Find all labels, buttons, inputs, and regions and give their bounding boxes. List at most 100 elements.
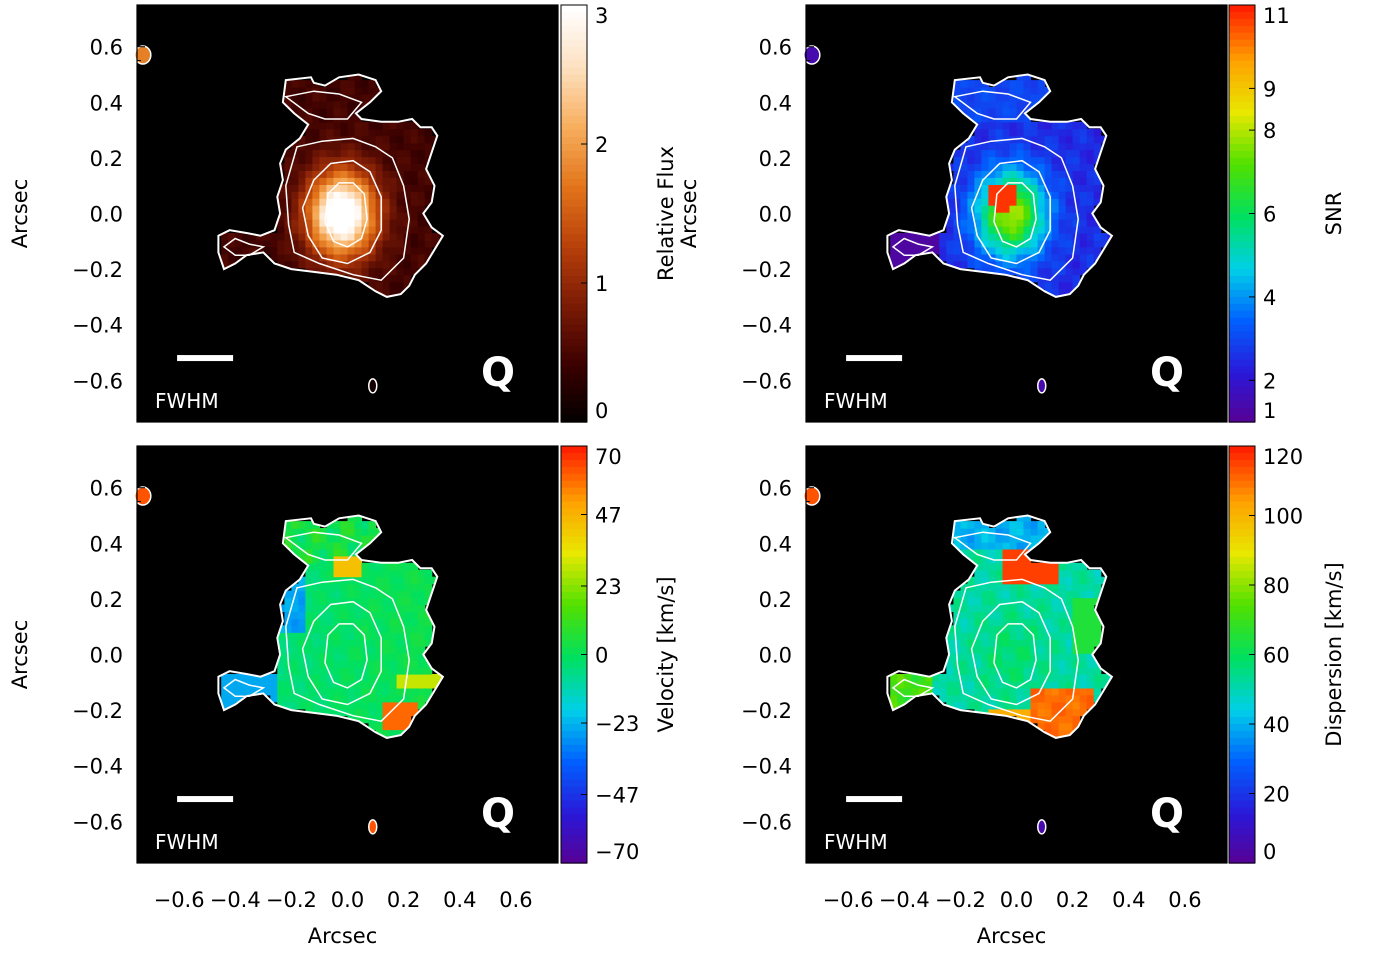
map-pixel — [382, 260, 391, 269]
colorbar-segment — [561, 800, 587, 809]
map-pixel — [1030, 521, 1039, 529]
map-pixel — [368, 226, 377, 234]
flux-contour — [891, 678, 935, 697]
map-pixel — [967, 625, 975, 633]
map-pixel — [946, 694, 954, 703]
y-axis-title: Arcsec — [8, 179, 32, 249]
flux-contour — [285, 137, 410, 282]
map-pixel — [291, 80, 299, 88]
map-pixel — [1086, 170, 1095, 178]
map-pixel — [1079, 569, 1088, 578]
map-pixel — [389, 135, 398, 144]
map-pixel — [333, 226, 342, 234]
map-pixel — [235, 233, 243, 241]
colorbar-segment — [1229, 394, 1255, 402]
map-pixel — [228, 687, 236, 696]
map-pixel — [960, 639, 968, 647]
map-pixel — [312, 687, 320, 696]
y-tick-label: 0.4 — [90, 532, 123, 556]
map-pixel — [382, 583, 391, 592]
colorbar-segment — [561, 619, 587, 628]
map-pixel — [1051, 212, 1060, 220]
map-pixel — [1072, 660, 1081, 668]
fwhm-bar — [177, 355, 234, 362]
map-pixel — [347, 680, 356, 689]
map-pixel — [396, 212, 405, 220]
map-pixel — [305, 555, 313, 564]
colorbar-segment — [561, 529, 587, 538]
map-pixel — [995, 128, 1004, 137]
map-pixel — [1002, 212, 1011, 220]
map-pixel — [932, 687, 940, 696]
flux-contour — [222, 678, 266, 697]
map-pixel — [995, 107, 1004, 116]
map-pixel — [319, 541, 327, 550]
colorbar-segment — [1229, 703, 1255, 711]
map-pixel — [1072, 191, 1081, 199]
map-pixel — [298, 660, 306, 668]
map-pixel — [1009, 177, 1018, 185]
map-pixel — [1030, 562, 1039, 571]
map-pixel — [1065, 226, 1074, 234]
map-pixel — [417, 687, 426, 696]
map-pixel — [361, 128, 370, 137]
map-pixel — [326, 541, 335, 550]
map-pixel — [382, 184, 391, 192]
map-pixel — [1030, 597, 1039, 606]
map-pixel — [995, 184, 1004, 192]
map-pixel — [396, 246, 405, 255]
map-pixel — [967, 694, 975, 703]
colorbar-segment — [1229, 842, 1255, 850]
map-pixel — [1065, 281, 1074, 290]
colorbar-segment — [1229, 206, 1255, 215]
map-pixel — [375, 128, 384, 137]
map-pixel — [298, 674, 306, 682]
map-pixel — [1023, 135, 1032, 144]
colorbar-segment — [561, 109, 587, 117]
map-pixel — [312, 611, 320, 619]
map-pixel — [403, 184, 412, 192]
map-pixel — [1093, 246, 1102, 255]
colorbar-segment — [561, 647, 587, 656]
map-pixel — [382, 226, 391, 234]
map-pixel — [1072, 632, 1081, 640]
map-pixel — [1051, 625, 1060, 633]
map-pixel — [897, 687, 905, 696]
map-pixel — [361, 528, 370, 536]
colorbar-segment — [561, 401, 587, 409]
map-pixel — [417, 660, 426, 668]
map-pixel — [1058, 121, 1067, 130]
map-pixel — [354, 576, 363, 585]
map-pixel — [410, 583, 419, 592]
y-tick-label: −0.2 — [741, 699, 792, 723]
map-pixel — [382, 569, 391, 578]
map-pixel — [995, 170, 1004, 178]
map-pixel — [974, 632, 982, 640]
map-pixel — [988, 135, 996, 144]
map-pixel — [361, 583, 370, 592]
map-pixel — [382, 660, 391, 668]
map-pixel — [1044, 226, 1053, 234]
map-pixel — [1072, 170, 1081, 178]
map-pixel — [974, 156, 982, 165]
colorbar-segment — [1229, 310, 1255, 319]
map-pixel — [995, 80, 1004, 88]
map-pixel — [946, 632, 954, 640]
map-pixel — [967, 680, 975, 689]
map-pixel — [326, 604, 335, 612]
map-pixel — [974, 149, 982, 158]
map-pixel — [1023, 226, 1032, 234]
map-pixel — [1086, 226, 1095, 234]
map-pixel — [1044, 163, 1053, 171]
map-pixel — [396, 708, 405, 717]
map-pixel — [389, 184, 398, 192]
map-pixel — [354, 604, 363, 612]
map-pixel — [354, 128, 363, 137]
map-pixel — [995, 135, 1004, 144]
map-pixel — [1072, 156, 1081, 165]
map-pixel — [897, 233, 905, 241]
flux-contour — [970, 600, 1051, 706]
map-pixel — [953, 163, 961, 171]
map-pixel — [396, 128, 405, 137]
